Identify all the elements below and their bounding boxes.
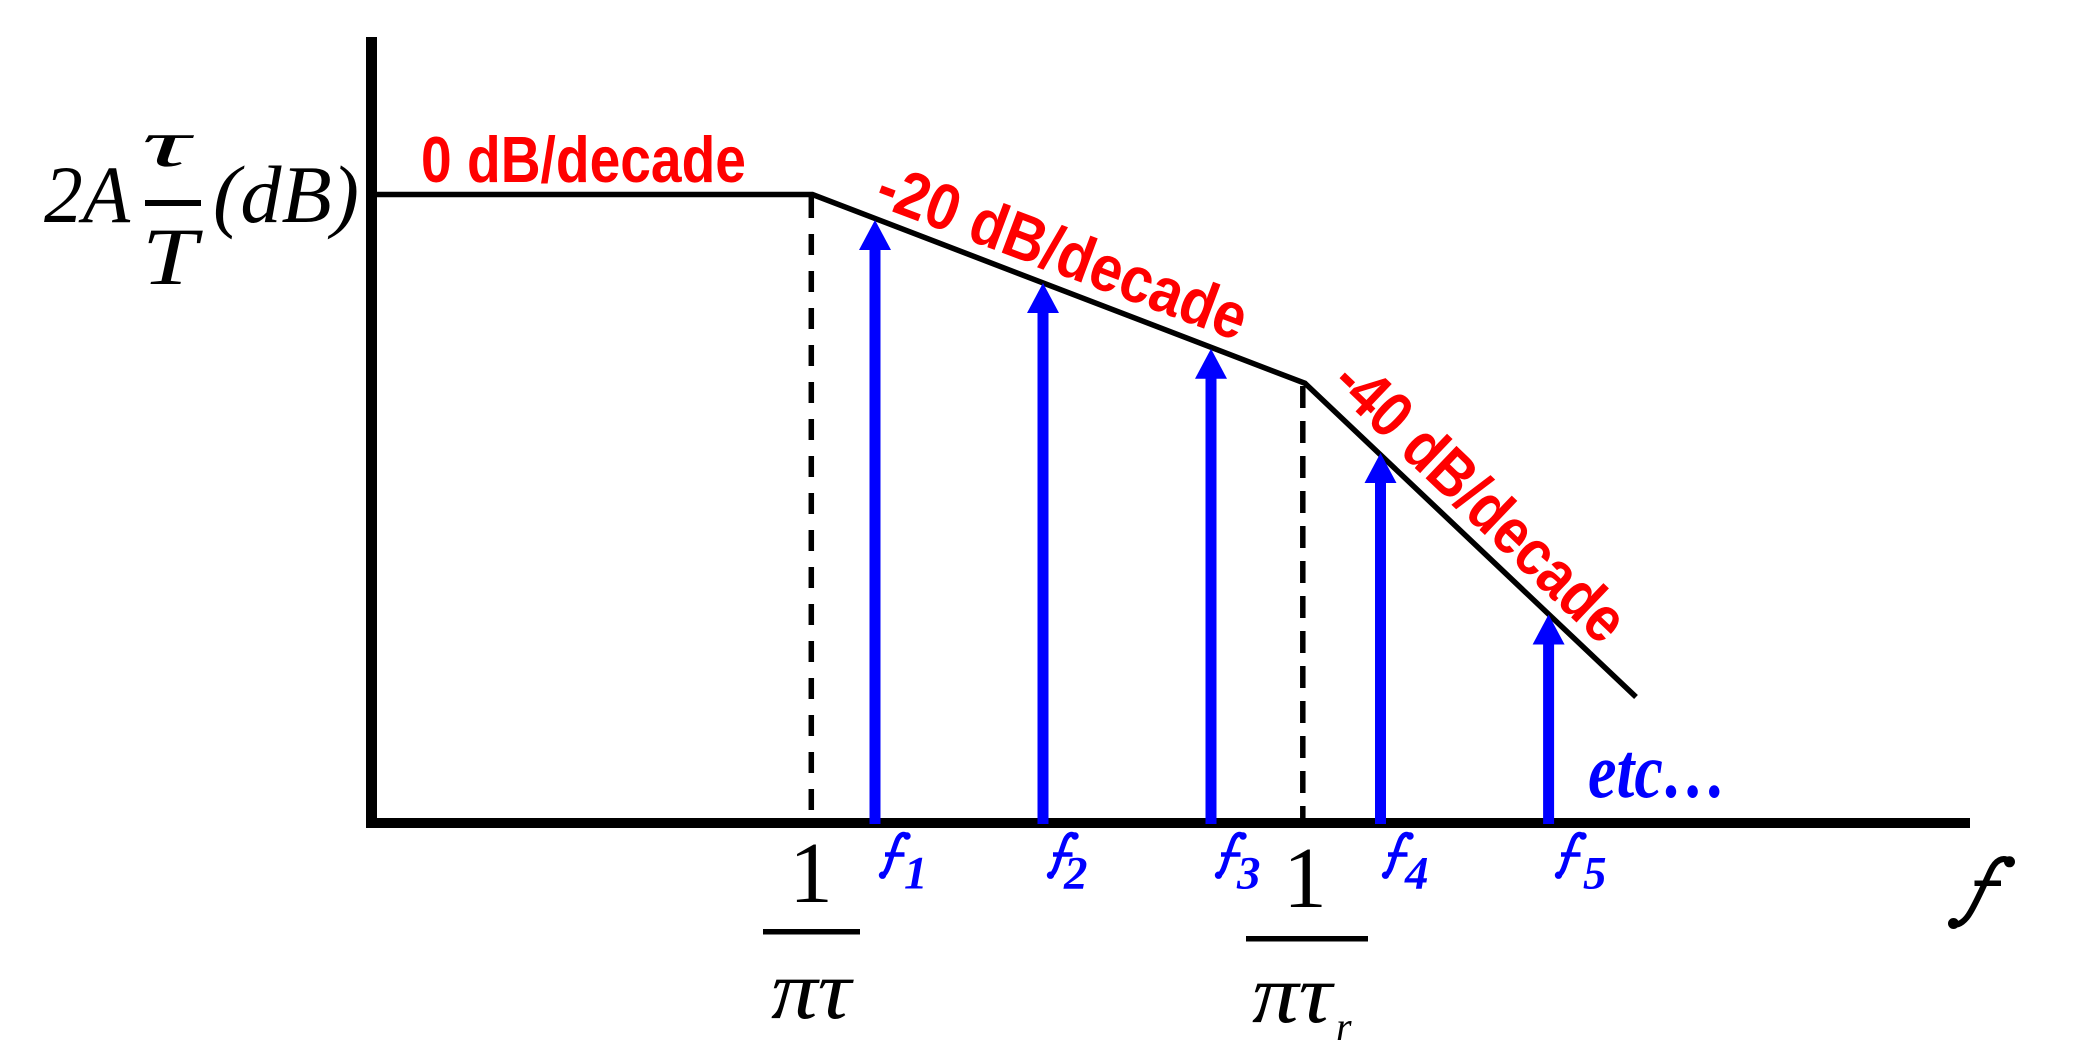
svg-text:etc…: etc… <box>1588 727 1727 814</box>
svg-text:(dB): (dB) <box>213 149 359 240</box>
svg-text:0 dB/decade: 0 dB/decade <box>421 123 746 196</box>
svg-text:1: 1 <box>904 848 928 900</box>
svg-text:1: 1 <box>1283 829 1327 926</box>
svg-text:1: 1 <box>789 824 833 921</box>
svg-text:τ: τ <box>142 107 196 181</box>
svg-text:4: 4 <box>1404 848 1429 900</box>
svg-text:3: 3 <box>1236 848 1261 900</box>
svg-text:r: r <box>1336 1004 1352 1049</box>
svg-text:-40 dB/decade: -40 dB/decade <box>1319 343 1642 656</box>
svg-text:2: 2 <box>1063 848 1088 900</box>
svg-text:-20 dB/decade: -20 dB/decade <box>868 149 1259 355</box>
svg-text:2A: 2A <box>44 149 131 240</box>
svg-text:5: 5 <box>1583 848 1607 900</box>
svg-text:πτ: πτ <box>771 944 854 1037</box>
svg-text:πτ: πτ <box>1252 948 1335 1041</box>
svg-text:T: T <box>142 211 204 302</box>
